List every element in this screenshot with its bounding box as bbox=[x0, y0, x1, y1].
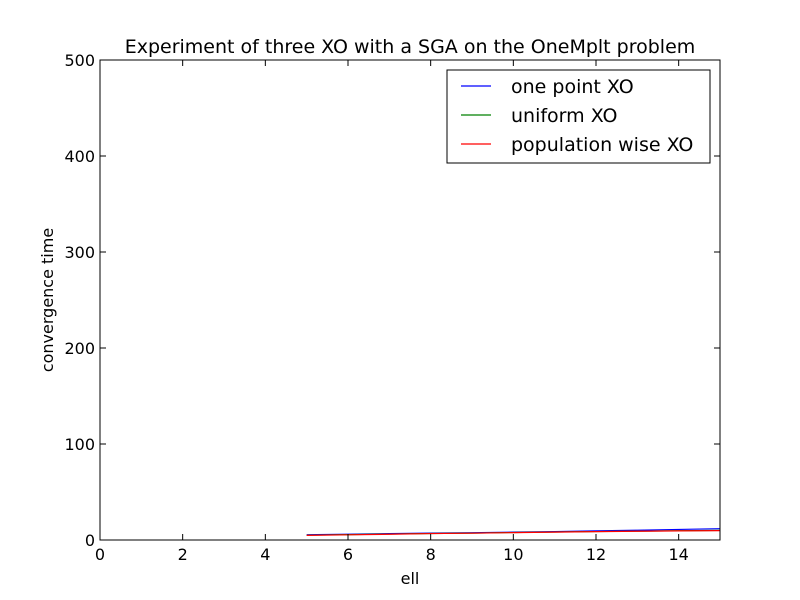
legend-label-1: uniform XO bbox=[511, 105, 617, 127]
x-tick-label: 10 bbox=[503, 545, 523, 564]
chart-title: Experiment of three XO with a SGA on the… bbox=[125, 36, 696, 58]
legend-label-2: population wise XO bbox=[511, 134, 693, 156]
y-tick-label: 200 bbox=[64, 339, 95, 358]
y-axis-ticks: 0 100 200 300 400 500 bbox=[64, 51, 720, 550]
plot-frame bbox=[99, 59, 721, 541]
x-tick-label: 14 bbox=[668, 545, 688, 564]
x-tick-label: 2 bbox=[178, 545, 188, 564]
x-axis-ticks: 0 2 4 6 8 10 12 14 bbox=[95, 60, 689, 564]
x-tick-label: 0 bbox=[95, 545, 105, 564]
x-tick-label: 4 bbox=[260, 545, 270, 564]
y-tick-label: 500 bbox=[64, 51, 95, 70]
y-tick-label: 0 bbox=[85, 531, 95, 550]
x-tick-label: 6 bbox=[343, 545, 353, 564]
series-layer bbox=[306, 528, 721, 536]
x-axis-label: ell bbox=[401, 569, 420, 588]
y-tick-label: 400 bbox=[64, 147, 95, 166]
y-axis-label: convergence time bbox=[38, 228, 57, 372]
y-tick-label: 300 bbox=[64, 243, 95, 262]
legend-label-0: one point XO bbox=[511, 76, 634, 98]
x-tick-label: 12 bbox=[586, 545, 606, 564]
series-line-2 bbox=[306, 529, 721, 536]
y-tick-label: 100 bbox=[64, 435, 95, 454]
legend: one point XO uniform XO population wise XO bbox=[446, 69, 711, 164]
x-tick-label: 8 bbox=[426, 545, 436, 564]
